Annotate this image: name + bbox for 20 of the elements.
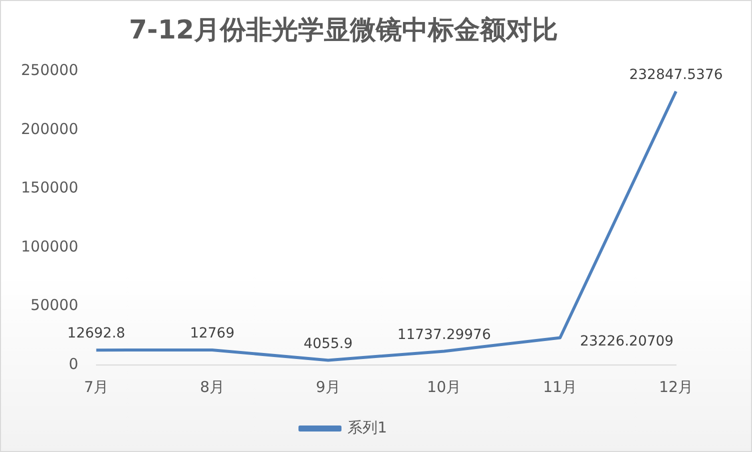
data-label: 4055.9 (304, 336, 353, 352)
y-tick-label: 50000 (30, 296, 78, 314)
x-tick-label: 11月 (543, 378, 578, 396)
x-tick-label: 10月 (427, 378, 462, 396)
data-label: 12769 (190, 326, 234, 342)
x-tick-label: 9月 (316, 378, 340, 396)
x-tick-label: 8月 (200, 378, 224, 396)
y-tick-label: 250000 (20, 61, 78, 80)
x-tick-label: 12月 (658, 378, 694, 396)
data-label: 232847.5376 (629, 67, 723, 83)
y-tick-label: 200000 (20, 120, 78, 138)
data-label: 12692.8 (67, 326, 126, 342)
legend-label: 系列1 (347, 418, 388, 436)
chart-title: 7-12月份非光学显微镜中标金额对比 (128, 15, 558, 46)
x-tick-label: 7月 (84, 378, 109, 396)
data-label: 11737.29976 (397, 326, 491, 343)
y-tick-label: 150000 (20, 178, 78, 197)
data-label: 23226.20709 (580, 333, 674, 350)
y-tick-label: 100000 (20, 237, 78, 256)
y-tick-label: 0 (68, 354, 78, 373)
